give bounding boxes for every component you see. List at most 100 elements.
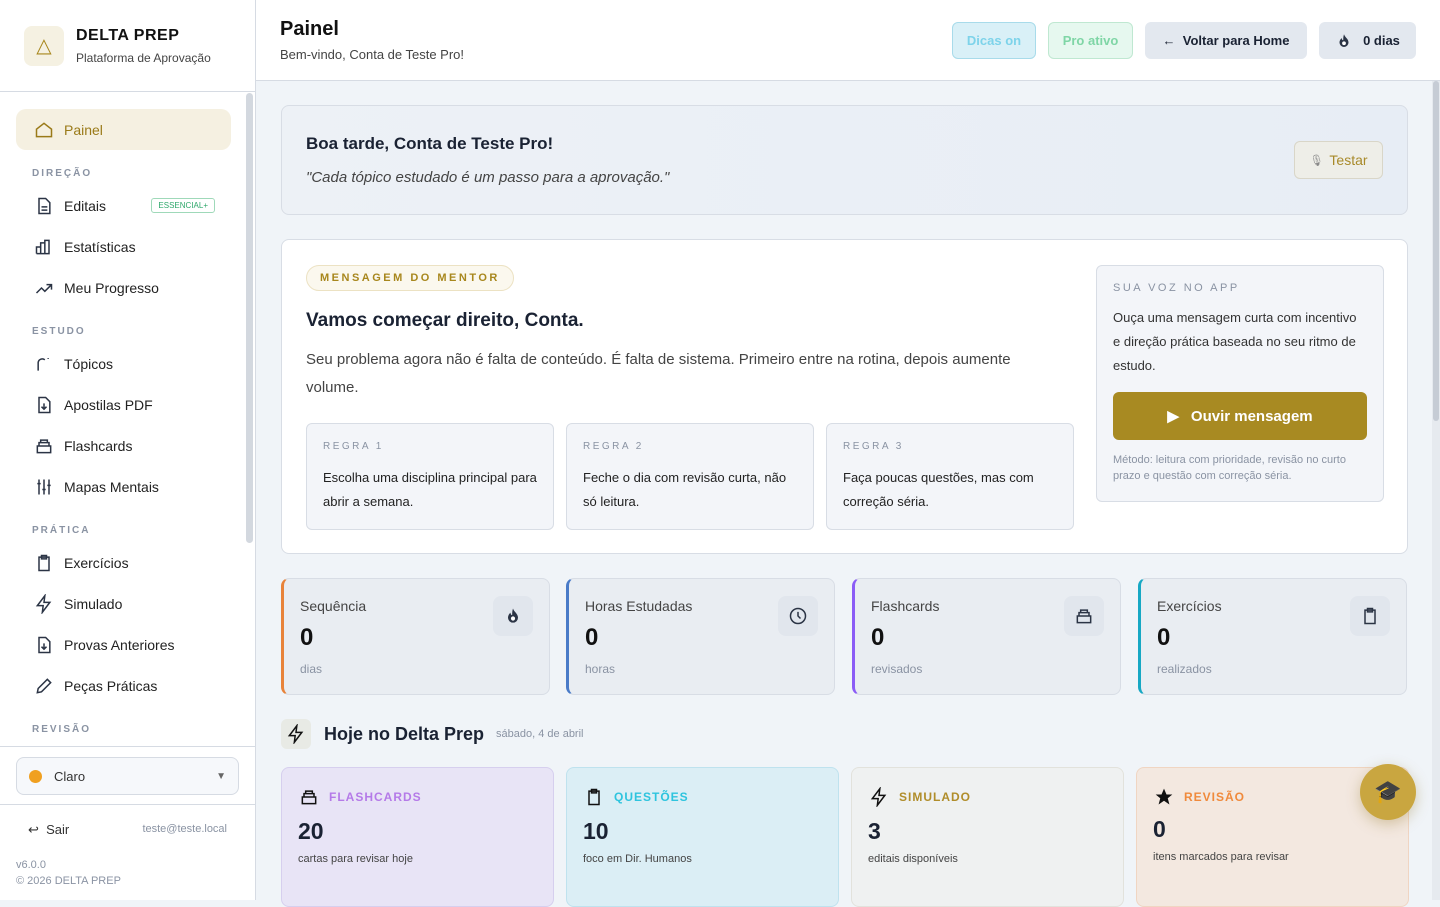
flame-icon <box>1335 32 1353 50</box>
today-title: Hoje no Delta Prep <box>324 723 485 744</box>
greeting-title: Boa tarde, Conta de Teste Pro! <box>306 134 554 153</box>
section-title-direcao: DIREÇÃO <box>32 168 93 179</box>
listen-message-button[interactable]: ▶ Ouvir mensagem <box>1113 392 1367 440</box>
page-subtitle: Bem-vindo, Conta de Teste Pro! <box>280 47 465 62</box>
version: v6.0.0 <box>16 859 46 871</box>
cards-icon <box>1074 606 1094 626</box>
today-card-label: REVISÃO <box>1184 790 1246 804</box>
today-card-questoes[interactable]: QUESTÕES 10 foco em Dir. Humanos <box>566 767 839 907</box>
voice-panel: SUA VOZ NO APP Ouça uma mensagem curta c… <box>1096 265 1384 502</box>
sidebar-item-editais[interactable]: Editais ESSENCIAL+ <box>16 185 231 226</box>
sidebar-item-provas-anteriores[interactable]: Provas Anteriores <box>16 624 231 665</box>
clipboard-icon <box>1360 606 1380 626</box>
mentor-fab-button[interactable]: 🎓 <box>1360 764 1416 820</box>
sidebar-item-label: Peças Práticas <box>64 677 158 694</box>
sidebar-item-apostilas-pdf[interactable]: Apostilas PDF <box>16 384 231 425</box>
sidebar-item-simulado[interactable]: Simulado <box>16 583 231 624</box>
test-label: Testar <box>1329 152 1368 168</box>
top-header: Painel Bem-vindo, Conta de Teste Pro! Di… <box>256 0 1440 81</box>
rule-label: REGRA 1 <box>323 441 384 452</box>
brand[interactable]: △ DELTA PREP Plataforma de Aprovação <box>0 0 255 92</box>
bolt-icon <box>286 724 306 744</box>
main-scrollbar[interactable] <box>1432 81 1440 900</box>
sidebar-item-mapas-mentais[interactable]: Mapas Mentais <box>16 466 231 507</box>
sidebar-item-exercicios[interactable]: Exercícios <box>16 542 231 583</box>
dicas-toggle[interactable]: Dicas on <box>952 22 1036 59</box>
topics-icon <box>34 354 54 374</box>
stat-unit: revisados <box>871 662 923 676</box>
today-card-label: FLASHCARDS <box>329 790 422 804</box>
bar-chart-icon <box>34 237 54 257</box>
sidebar-item-painel[interactable]: Painel <box>16 109 231 150</box>
sidebar-item-label: Simulado <box>64 595 123 612</box>
file-download-icon <box>34 395 54 415</box>
theme-select[interactable]: Claro ▼ <box>16 757 239 795</box>
today-heading: Hoje no Delta Prep sábado, 4 de abril <box>281 719 583 749</box>
rule-card: REGRA 1 Escolha uma disciplina principal … <box>306 423 554 530</box>
graduation-cap-icon: 🎓 <box>1374 779 1402 804</box>
logout-button[interactable]: ↩ Sair <box>28 822 69 838</box>
today-card-flashcards[interactable]: FLASHCARDS 20 cartas para revisar hoje <box>281 767 554 907</box>
flame-icon <box>503 606 523 626</box>
sidebar-scrollbar[interactable] <box>246 93 253 543</box>
sidebar-item-label: Provas Anteriores <box>64 636 175 653</box>
stat-label: Exercícios <box>1157 598 1222 614</box>
stat-label: Horas Estudadas <box>585 598 693 614</box>
document-icon <box>34 196 54 216</box>
section-title-pratica: PRÁTICA <box>32 525 91 536</box>
trending-up-icon <box>34 278 54 298</box>
voice-label: SUA VOZ NO APP <box>1113 282 1240 294</box>
stat-unit: realizados <box>1157 662 1212 676</box>
test-voice-button[interactable]: 🎙 Testar <box>1294 141 1383 179</box>
theme-value: Claro <box>54 768 86 784</box>
sidebar-item-flashcards[interactable]: Flashcards <box>16 425 231 466</box>
today-date: sábado, 4 de abril <box>496 728 584 740</box>
stat-card-horas: Horas Estudadas 0 horas <box>566 578 835 695</box>
back-home-label: Voltar para Home <box>1182 33 1290 48</box>
sidebar-item-label: Apostilas PDF <box>64 396 153 413</box>
sidebar-nav: Painel DIREÇÃO Editais ESSENCIAL+ Estatís… <box>0 93 255 746</box>
rule-text: Feche o dia com revisão curta, não só le… <box>583 470 787 509</box>
sidebar-item-meu-progresso[interactable]: Meu Progresso <box>16 267 231 308</box>
mentor-title: Vamos começar direito, Conta. <box>306 310 584 331</box>
rule-card: REGRA 2 Feche o dia com revisão curta, nã… <box>566 423 814 530</box>
sidebar-item-estatisticas[interactable]: Estatísticas <box>16 226 231 267</box>
sidebar-item-topicos[interactable]: Tópicos <box>16 343 231 384</box>
back-home-button[interactable]: ← Voltar para Home <box>1145 22 1307 59</box>
today-card-value: 20 <box>298 818 324 844</box>
today-card-simulado[interactable]: SIMULADO 3 editais disponíveis <box>851 767 1124 907</box>
mentor-text: Seu problema agora não é falta de conteú… <box>306 351 1011 396</box>
section-title-estudo: ESTUDO <box>32 326 86 337</box>
today-card-value: 3 <box>868 818 881 844</box>
today-card-value: 10 <box>583 818 609 844</box>
copyright: © 2026 DELTA PREP <box>16 875 121 887</box>
stat-label: Sequência <box>300 598 367 614</box>
essencial-badge: ESSENCIAL+ <box>151 198 215 213</box>
bolt-icon <box>34 594 54 614</box>
mentor-pill: MENSAGEM DO MENTOR <box>306 265 514 291</box>
sun-icon <box>29 769 42 783</box>
today-card-text: cartas para revisar hoje <box>298 853 413 865</box>
rule-label: REGRA 3 <box>843 441 904 452</box>
stat-unit: horas <box>585 662 616 676</box>
stat-card-sequencia: Sequência 0 dias <box>281 578 550 695</box>
stat-label: Flashcards <box>871 598 940 614</box>
voice-method: Método: leitura com prioridade, revisão … <box>1113 454 1346 482</box>
stat-value: 0 <box>585 624 599 651</box>
rule-text: Escolha uma disciplina principal para ab… <box>323 470 537 509</box>
logout-label: Sair <box>46 822 70 837</box>
sidebar-item-label: Editais <box>64 197 107 214</box>
home-icon <box>34 120 54 140</box>
stat-value: 0 <box>300 624 314 651</box>
today-card-label: QUESTÕES <box>614 790 689 804</box>
pro-status-button[interactable]: Pro ativo <box>1048 22 1133 59</box>
rule-text: Faça poucas questões, mas com correção s… <box>843 470 1034 509</box>
brand-name: DELTA PREP <box>76 26 180 44</box>
section-title-revisao: REVISÃO <box>32 724 92 735</box>
sidebar-item-pecas-praticas[interactable]: Peças Práticas <box>16 665 231 706</box>
streak-label: 0 dias <box>1363 33 1400 48</box>
star-icon <box>1154 787 1174 807</box>
streak-button[interactable]: 0 dias <box>1319 22 1416 59</box>
cards-icon <box>34 436 54 456</box>
sidebar-item-label: Estatísticas <box>64 238 136 255</box>
